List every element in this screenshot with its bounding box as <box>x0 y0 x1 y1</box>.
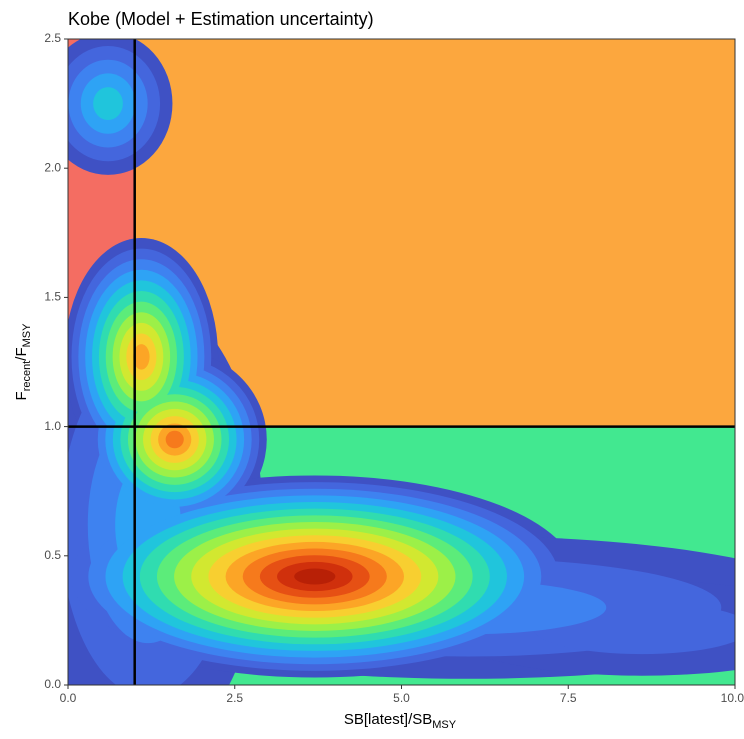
y-tick-label: 0.5 <box>44 548 61 562</box>
x-tick-label: 2.5 <box>226 691 243 705</box>
y-tick-label: 0.0 <box>44 677 61 691</box>
chart-title: Kobe (Model + Estimation uncertainty) <box>68 9 374 29</box>
density <box>68 39 735 685</box>
x-label-part: MSY <box>432 719 457 731</box>
y-label-part: MSY <box>21 323 33 348</box>
density-contour <box>93 87 123 121</box>
region <box>134 39 735 427</box>
x-label-part: SB[latest] <box>344 711 408 728</box>
y-label-part: F <box>13 391 30 400</box>
x-tick-label: 0.0 <box>60 691 77 705</box>
y-tick-label: 2.5 <box>44 31 61 45</box>
y-tick-label: 1.0 <box>44 419 61 433</box>
y-label-part: F <box>13 347 30 356</box>
y-tick-label: 1.5 <box>44 290 61 304</box>
x-label-part: SB <box>412 711 432 728</box>
x-axis-label: SB[latest]/SBMSY <box>344 711 457 731</box>
y-axis-label: Frecent/FMSY <box>13 323 33 401</box>
x-tick-label: 10.0 <box>721 691 744 705</box>
x-tick-label: 5.0 <box>393 691 410 705</box>
x-tick-label: 7.5 <box>560 691 577 705</box>
y-label-part: / <box>13 356 30 361</box>
x-label-part: / <box>408 711 413 728</box>
density-contour <box>133 344 150 370</box>
y-tick-label: 2.0 <box>44 160 61 174</box>
y-label-part: recent <box>21 361 33 392</box>
density-contour <box>294 568 336 585</box>
axes: 0.0 2.5 5.0 7.5 10.0 0.0 0.5 1.0 1.5 2.0 2.5 <box>44 31 744 705</box>
density-contour <box>165 430 184 449</box>
